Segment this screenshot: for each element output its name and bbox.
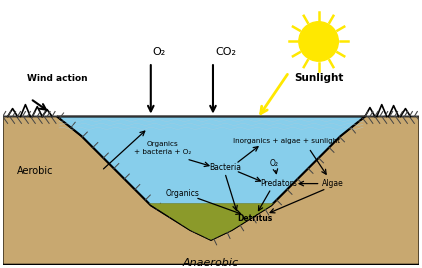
Polygon shape xyxy=(3,117,419,265)
Text: Detritus: Detritus xyxy=(237,214,272,223)
Text: Organics: Organics xyxy=(165,189,199,198)
Text: Algae: Algae xyxy=(322,179,343,188)
Text: Organics
+ bacteria + O₂: Organics + bacteria + O₂ xyxy=(134,141,191,155)
Text: O₂: O₂ xyxy=(153,47,166,57)
Polygon shape xyxy=(149,203,273,240)
Text: Predators: Predators xyxy=(261,179,298,188)
Text: Bacteria: Bacteria xyxy=(209,163,241,172)
Circle shape xyxy=(299,22,338,61)
Text: Wind action: Wind action xyxy=(27,75,87,83)
Text: Aerobic: Aerobic xyxy=(16,166,53,176)
Text: Inorganics + algae + sunlight: Inorganics + algae + sunlight xyxy=(233,138,341,144)
Text: Anaerobic: Anaerobic xyxy=(183,258,239,267)
Text: Sunlight: Sunlight xyxy=(294,73,343,83)
Text: O₂: O₂ xyxy=(270,159,279,168)
Text: CO₂: CO₂ xyxy=(215,47,236,57)
Polygon shape xyxy=(57,117,365,240)
